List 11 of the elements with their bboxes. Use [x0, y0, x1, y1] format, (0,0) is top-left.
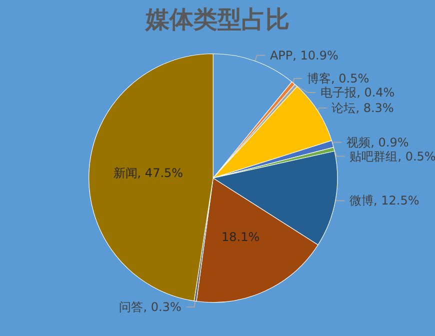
- slice-label: 微博, 12.5%: [349, 194, 420, 208]
- slice-label: APP, 10.9%: [270, 48, 338, 62]
- chart-title: 媒体类型占比: [144, 4, 290, 34]
- slice-label: 博客, 0.5%: [307, 72, 370, 86]
- slice-label: 新闻, 47.5%: [113, 166, 184, 180]
- slice-label: 问答, 0.3%: [119, 300, 182, 314]
- slice-label: 贴吧群组, 0.5%: [350, 149, 435, 164]
- slice-label: 视频, 0.9%: [346, 135, 409, 150]
- slice-label: 电子报, 0.4%: [320, 86, 395, 100]
- data-label: 18.1%: [221, 230, 260, 244]
- slice-label: 论坛, 8.3%: [332, 101, 394, 116]
